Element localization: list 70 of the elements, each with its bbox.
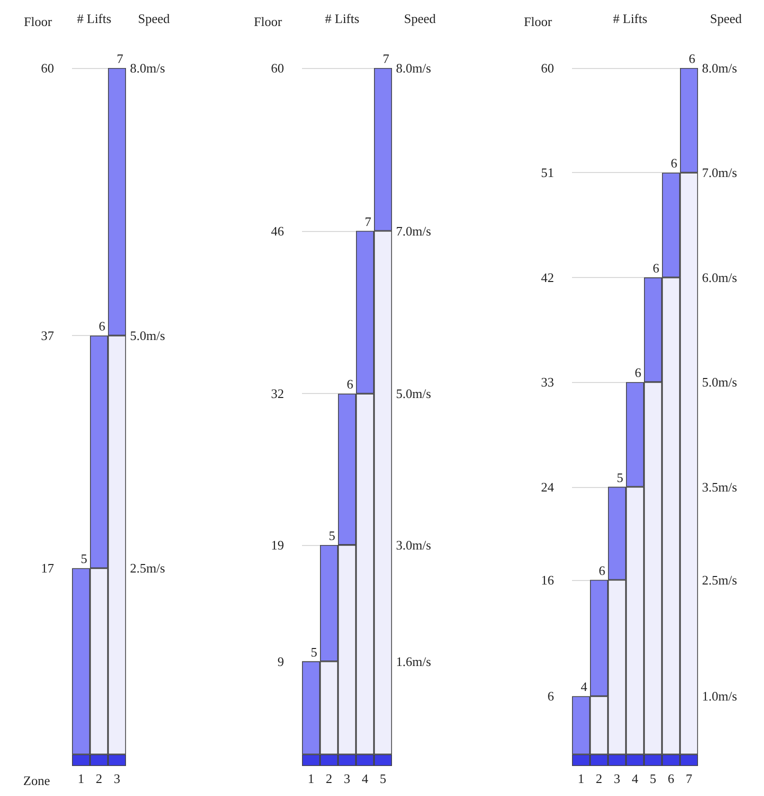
x-tick-label: 2 — [596, 771, 602, 786]
annotation: 5 — [328, 528, 336, 543]
text: Speed — [138, 11, 170, 26]
annotation: 6 — [652, 260, 660, 276]
annotation: 6 — [598, 562, 606, 578]
text: 6 — [688, 51, 696, 66]
annotation: 4 — [580, 679, 588, 694]
y-tick-label: 46 — [271, 223, 284, 238]
text: 1.6m/s — [396, 654, 432, 669]
x-tick-label: 1 — [308, 771, 314, 786]
text: 8.0m/s — [702, 60, 738, 76]
y-tick-label: 16 — [541, 572, 554, 588]
text: 7 — [382, 51, 390, 66]
text: 5.0m/s — [396, 386, 432, 402]
x-tick-label: 5 — [650, 771, 656, 786]
text: 2.5m/s — [130, 560, 166, 576]
annotation: 5 — [310, 644, 318, 660]
text: # Lifts — [77, 11, 112, 26]
x-tick-label: 7 — [686, 771, 693, 786]
x-tick-label: 3 — [114, 771, 120, 786]
x-tick-label: 3 — [614, 771, 620, 786]
text: 3.0m/s — [396, 537, 432, 552]
x-tick-label: 2 — [96, 771, 102, 786]
y-tick-label: 60 — [41, 60, 54, 76]
text: Speed — [404, 11, 436, 26]
annotation: 5 — [80, 551, 88, 566]
annotation: 7 — [364, 214, 372, 229]
annotation: 6 — [98, 318, 106, 334]
x-tick-label: 1 — [578, 771, 584, 786]
text: 3.5m/s — [702, 479, 738, 494]
x-tick-label: 1 — [78, 771, 84, 786]
y-tick-label: 24 — [541, 479, 554, 494]
y-tick-label: 32 — [271, 386, 284, 402]
y-tick-label: 60 — [541, 60, 554, 76]
text: 7.0m/s — [396, 223, 432, 238]
x-tick-label: 5 — [380, 771, 386, 786]
y-tick-label: 9 — [278, 654, 284, 669]
y-tick-label: 42 — [541, 270, 554, 285]
text: 5.0m/s — [702, 374, 738, 390]
x-tick-label: 3 — [344, 771, 350, 786]
text: 7 — [116, 51, 124, 66]
y-tick-label: 37 — [41, 328, 54, 344]
text: 7.0m/s — [702, 165, 738, 180]
text: 2.5m/s — [702, 572, 738, 588]
y-tick-label: 17 — [41, 560, 54, 576]
text: # Lifts — [613, 11, 648, 26]
annotation: 5 — [616, 470, 624, 485]
x-tick-label: 6 — [668, 771, 675, 786]
annotation: 6 — [634, 365, 642, 380]
y-axis-title: Floor — [254, 14, 283, 29]
y-tick-label: 19 — [271, 537, 284, 552]
y-tick-label: 33 — [541, 374, 554, 390]
annotation: 6 — [670, 156, 678, 171]
text: # Lifts — [325, 11, 360, 26]
y-tick-label: 60 — [271, 60, 284, 76]
annotation: 6 — [346, 376, 354, 392]
text: 8.0m/s — [396, 60, 432, 76]
x-tick-label: 4 — [362, 771, 369, 786]
x-tick-label: 4 — [632, 771, 639, 786]
y-axis-title: Floor — [24, 14, 53, 29]
y-tick-label: 51 — [541, 165, 554, 180]
y-tick-label: 6 — [548, 688, 554, 704]
text: 6.0m/s — [702, 270, 738, 285]
text: Speed — [710, 11, 742, 26]
x-tick-label: 2 — [326, 771, 332, 786]
text: 5.0m/s — [130, 328, 166, 344]
x-axis-title: Zone — [23, 773, 50, 788]
text: 1.0m/s — [702, 688, 738, 704]
y-axis-title: Floor — [524, 14, 553, 29]
text: 8.0m/s — [130, 60, 166, 76]
